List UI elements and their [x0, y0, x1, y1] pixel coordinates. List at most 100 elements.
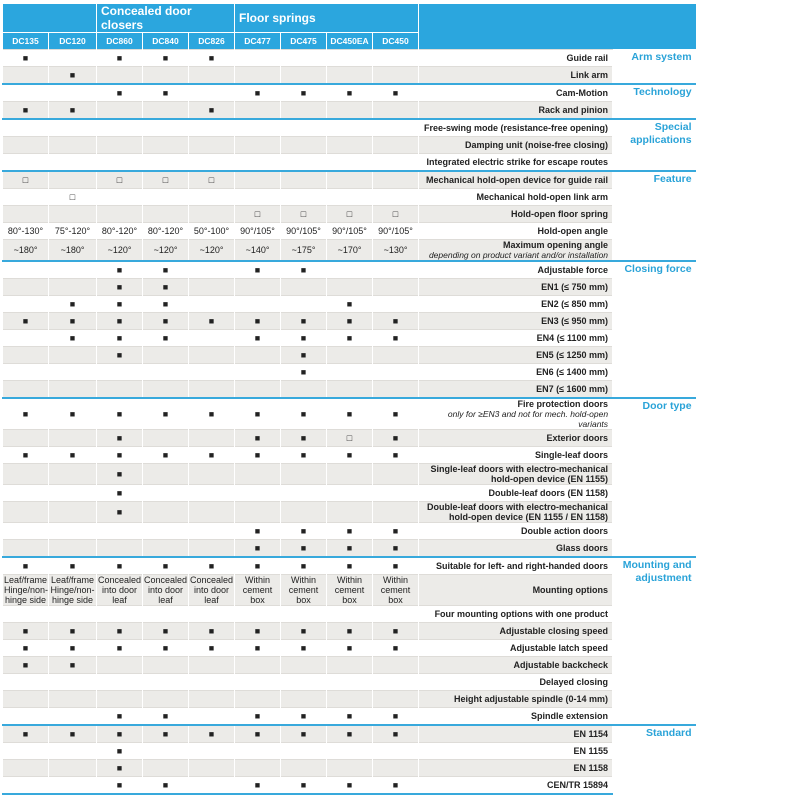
value-cell: ■ [48, 724, 97, 743]
value-cell [371, 501, 419, 523]
value-cell: ■ [48, 312, 97, 330]
value-cell [188, 690, 235, 708]
comparison-table: Concealed door closers Floor springs DC135… [2, 4, 696, 795]
value-cell [371, 118, 419, 137]
value-cell [188, 66, 235, 84]
value-cell: ■ [326, 556, 373, 575]
value-cell [371, 153, 419, 171]
value-cell [188, 742, 235, 760]
value-cell [326, 690, 373, 708]
value-cell [48, 118, 97, 137]
value-cell: ■ [280, 776, 327, 795]
value-cell [48, 260, 97, 279]
value-cell [48, 83, 97, 102]
value-cell: ■ [371, 446, 419, 464]
value-cell [234, 66, 281, 84]
feature-label: EN3 (≤ 950 mm) [541, 316, 609, 326]
value-cell [234, 295, 281, 313]
value-cell [48, 205, 97, 223]
value-cell: ■ [371, 539, 419, 557]
value-cell [371, 346, 419, 364]
value-cell [142, 501, 189, 523]
feature-label: Integrated electric strike for escape ro… [426, 157, 609, 167]
value-cell [2, 188, 49, 206]
value-cell [48, 153, 97, 171]
value-cell: Concealed into door leaf [188, 574, 235, 606]
category-label: Standard [612, 724, 696, 794]
value-cell: ■ [96, 484, 143, 502]
value-cell [371, 380, 419, 398]
value-cell: ■ [326, 83, 373, 102]
value-cell [326, 101, 373, 119]
value-cell [371, 66, 419, 84]
value-cell: ■ [96, 49, 143, 67]
feature-label-cell: Guide rail [418, 49, 613, 67]
feature-label-cell: Hold-open angle [418, 222, 613, 240]
value-cell [188, 759, 235, 777]
value-cell [188, 295, 235, 313]
value-cell [280, 118, 327, 137]
value-cell: ■ [371, 522, 419, 540]
value-cell: ■ [326, 446, 373, 464]
value-cell: □ [326, 429, 373, 447]
value-cell [96, 66, 143, 84]
value-cell [280, 463, 327, 485]
value-cell [234, 380, 281, 398]
feature-row: EN7 (≤ 1600 mm) [2, 380, 696, 398]
value-cell: ■ [280, 312, 327, 330]
feature-label: Double action doors [521, 526, 609, 536]
value-cell: ■ [188, 639, 235, 657]
value-cell: □ [142, 170, 189, 189]
category-label: Technology [612, 83, 696, 119]
value-cell [188, 707, 235, 725]
feature-label-cell: EN 1158 [418, 759, 613, 777]
feature-label: Adjustable closing speed [499, 626, 609, 636]
column-header: DC840 [142, 32, 189, 50]
value-cell: ■ [2, 639, 49, 657]
value-cell: ■ [234, 260, 281, 279]
value-cell: 90°/105° [280, 222, 327, 240]
value-cell [280, 656, 327, 674]
column-header: DC450 [371, 32, 419, 50]
value-cell [96, 380, 143, 398]
value-cell: ■ [188, 446, 235, 464]
value-cell: ■ [188, 556, 235, 575]
feature-label-cell: Height adjustable spindle (0-14 mm) [418, 690, 613, 708]
feature-label: Cam-Motion [556, 88, 609, 98]
value-cell [234, 136, 281, 154]
value-cell: 75°-120° [48, 222, 97, 240]
value-cell [96, 101, 143, 119]
value-cell [142, 363, 189, 381]
value-cell: ■ [234, 776, 281, 795]
value-cell: ■ [280, 260, 327, 279]
feature-note: depending on product variant and/or inst… [428, 250, 609, 260]
group-header: Floor springs [233, 4, 419, 33]
feature-label-cell: Adjustable backcheck [418, 656, 613, 674]
value-cell [280, 380, 327, 398]
feature-label-cell: EN7 (≤ 1600 mm) [418, 380, 613, 398]
value-cell [234, 170, 281, 189]
value-cell: 80°-120° [142, 222, 189, 240]
value-cell: ■ [96, 83, 143, 102]
feature-label: Free-swing mode (resistance-free opening… [424, 123, 609, 133]
value-cell [188, 501, 235, 523]
value-cell: ■ [280, 83, 327, 102]
value-cell [2, 278, 49, 296]
value-cell [326, 260, 373, 279]
value-cell [96, 656, 143, 674]
value-cell: ■ [48, 446, 97, 464]
value-cell [2, 118, 49, 137]
value-cell: ■ [371, 329, 419, 347]
value-cell [234, 759, 281, 777]
feature-label: Adjustable latch speed [510, 643, 609, 653]
value-cell [371, 690, 419, 708]
value-cell: ■ [280, 707, 327, 725]
value-cell: ■ [371, 707, 419, 725]
value-cell: ■ [234, 622, 281, 640]
value-cell [2, 484, 49, 502]
value-cell [188, 656, 235, 674]
value-cell [48, 346, 97, 364]
feature-label: Fire protection doors [517, 399, 609, 409]
value-cell: ~120° [188, 239, 235, 261]
value-cell [48, 363, 97, 381]
